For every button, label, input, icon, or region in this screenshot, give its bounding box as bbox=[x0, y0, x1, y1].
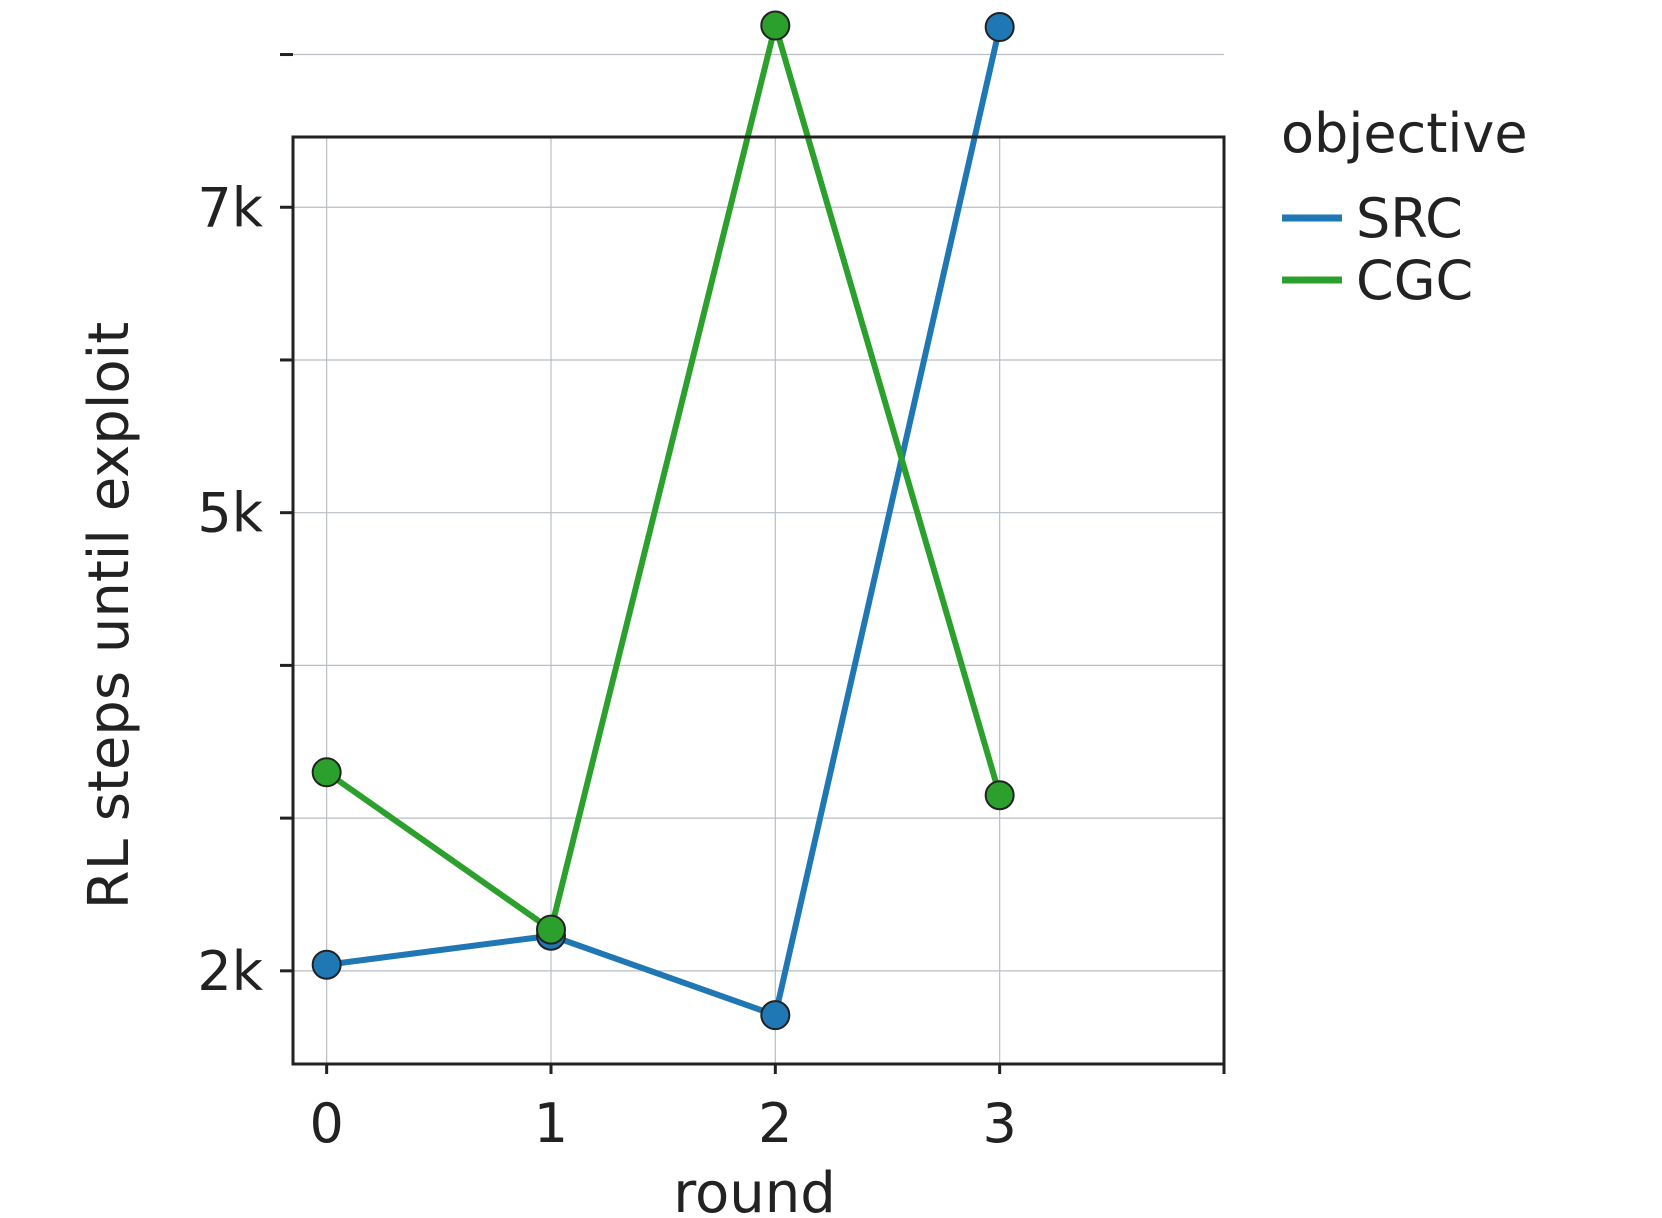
data-point-src bbox=[311, 949, 342, 980]
y-tick-label: 5k bbox=[197, 482, 263, 545]
data-point-cgc bbox=[760, 10, 791, 41]
series-cgc bbox=[311, 10, 1015, 945]
legend-title: objective bbox=[1281, 102, 1528, 165]
x-tick-label: 2 bbox=[758, 1092, 792, 1155]
y-tick-label: 2k bbox=[197, 940, 263, 1003]
data-point-cgc bbox=[311, 757, 342, 788]
plot-frame bbox=[291, 135, 1226, 1066]
x-tick-label: 0 bbox=[309, 1092, 343, 1155]
data-point-cgc bbox=[535, 914, 566, 945]
legend-label-cgc: CGC bbox=[1356, 249, 1473, 312]
data-point-src bbox=[760, 1000, 791, 1031]
legend-label-src: SRC bbox=[1356, 187, 1463, 250]
x-tick-label: 3 bbox=[982, 1092, 1016, 1155]
x-tick-label: 1 bbox=[534, 1092, 568, 1155]
ticks: 0 1 2 3 2k 5k 7k bbox=[197, 53, 1226, 1155]
data-point-cgc bbox=[984, 780, 1015, 811]
series-line-src bbox=[326, 26, 1003, 1019]
grid bbox=[293, 53, 1224, 1064]
series-line-cgc bbox=[324, 22, 1003, 933]
x-axis-label: round bbox=[673, 1161, 836, 1218]
y-tick-label: 7k bbox=[197, 176, 263, 239]
series-src bbox=[311, 12, 1015, 1031]
data-point-src bbox=[984, 12, 1015, 43]
series-layer bbox=[311, 10, 1015, 1031]
y-axis-label: RL steps until exploit bbox=[77, 322, 142, 909]
